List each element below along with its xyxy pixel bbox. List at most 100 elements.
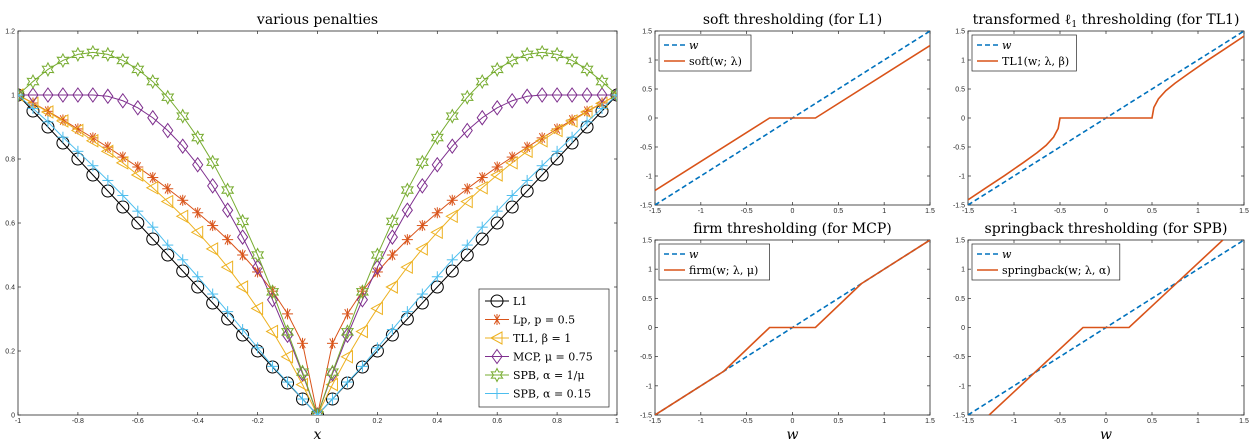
y-tick-label: 0 bbox=[961, 325, 965, 332]
x-tick-label: 0 bbox=[791, 208, 795, 215]
x-tick-label: 1 bbox=[882, 418, 886, 425]
legend-box bbox=[971, 34, 1077, 72]
data-point-2 bbox=[370, 301, 383, 316]
data-point-5 bbox=[117, 189, 129, 201]
legend-marker bbox=[489, 331, 503, 345]
legend-box bbox=[658, 34, 752, 72]
data-point-3 bbox=[237, 229, 249, 245]
data-point-5 bbox=[506, 189, 518, 201]
y-tick-label: 0.8 bbox=[5, 157, 15, 164]
data-point-1 bbox=[326, 337, 338, 349]
y-tick-label: 0.5 bbox=[642, 296, 652, 303]
y-tick-label: 0 bbox=[648, 325, 652, 332]
data-point-4 bbox=[221, 182, 235, 198]
legend-label: Lp, p = 0.5 bbox=[513, 314, 575, 327]
data-point-2 bbox=[190, 225, 204, 240]
x-axis-label: w bbox=[1100, 427, 1112, 443]
y-tick-label: 0.4 bbox=[5, 285, 15, 292]
data-point-3 bbox=[102, 88, 114, 105]
data-point-5 bbox=[282, 376, 294, 388]
data-point-1 bbox=[162, 183, 174, 195]
x-tick-label: 1 bbox=[1196, 418, 1200, 425]
data-point-4 bbox=[265, 284, 280, 300]
data-point-4 bbox=[445, 108, 459, 124]
series-line-1 bbox=[655, 240, 930, 415]
data-point-2 bbox=[160, 194, 174, 209]
x-axis-label: w bbox=[787, 427, 799, 443]
legend-label: w bbox=[1002, 39, 1012, 52]
x-tick-label: -0.5 bbox=[741, 208, 753, 215]
y-tick-label: -1.5 bbox=[640, 413, 652, 420]
data-point-2 bbox=[220, 260, 234, 275]
data-point-3 bbox=[162, 122, 174, 139]
legend-marker bbox=[490, 294, 504, 308]
y-tick-label: -0.5 bbox=[953, 145, 965, 152]
x-tick-label: 0.8 bbox=[552, 418, 562, 425]
data-point-5 bbox=[551, 145, 563, 157]
x-tick-label: 1 bbox=[615, 418, 619, 425]
legend-label: w bbox=[1002, 248, 1012, 261]
data-point-5 bbox=[27, 102, 39, 114]
data-point-4 bbox=[550, 46, 564, 62]
data-point-3 bbox=[551, 87, 563, 103]
x-tick-label: -0.4 bbox=[192, 418, 204, 425]
data-point-2 bbox=[250, 301, 264, 316]
data-point-1 bbox=[416, 220, 428, 232]
data-point-4 bbox=[236, 213, 250, 230]
data-point-5 bbox=[312, 409, 323, 415]
data-point-3 bbox=[596, 87, 608, 103]
data-point-3 bbox=[132, 99, 144, 116]
chart-springback: -1.5 -1 -0.5 0 0.5 1 1.5 -1.5 -1 -0.5 0 0.5 1 1.5 w w sp… bbox=[953, 238, 1249, 444]
series-line-5 bbox=[18, 94, 617, 415]
data-point-1 bbox=[192, 207, 204, 219]
chart-title: various penalties bbox=[256, 12, 378, 28]
legend-label: TL1(w; λ, β) bbox=[1002, 55, 1069, 68]
data-point-2 bbox=[490, 168, 503, 182]
data-point-3 bbox=[476, 109, 488, 126]
y-tick-label: 1 bbox=[11, 93, 15, 100]
data-point-2 bbox=[115, 155, 129, 170]
legend-label: SPB, α = 0.15 bbox=[513, 388, 591, 401]
legend-label: springback(w; λ, α) bbox=[1002, 264, 1111, 277]
series-line-0 bbox=[18, 94, 617, 415]
data-point-5 bbox=[611, 89, 617, 101]
data-point-5 bbox=[207, 288, 219, 300]
data-point-3 bbox=[296, 365, 309, 382]
data-point-3 bbox=[326, 365, 339, 382]
data-point-5 bbox=[446, 254, 458, 266]
x-tick-label: -0.5 bbox=[741, 418, 753, 425]
data-point-3 bbox=[446, 138, 458, 155]
y-tick-label: 1.5 bbox=[642, 238, 652, 245]
series-group bbox=[968, 31, 1244, 205]
data-point-2 bbox=[535, 133, 548, 148]
data-point-0 bbox=[131, 216, 145, 230]
chart-tl1: -1.5 -1 -0.5 0 0.5 1 1.5 -1.5 -1 -0.5 0 0.5 1 1.5 w TL1… bbox=[953, 29, 1249, 216]
data-point-1 bbox=[461, 183, 473, 195]
data-point-1 bbox=[297, 337, 309, 349]
data-point-2 bbox=[445, 209, 458, 224]
data-point-2 bbox=[505, 155, 518, 170]
data-point-2 bbox=[565, 114, 578, 128]
data-point-2 bbox=[295, 377, 309, 392]
data-point-2 bbox=[130, 168, 144, 182]
y-tick-label: -1 bbox=[959, 174, 965, 181]
legend-label: L1 bbox=[513, 295, 527, 308]
x-tick-label: 0.4 bbox=[432, 418, 442, 425]
series-line-1 bbox=[655, 44, 930, 192]
data-point-4 bbox=[325, 364, 340, 380]
legend-box bbox=[658, 243, 770, 281]
data-point-1 bbox=[401, 234, 413, 246]
x-tick-label: -0.6 bbox=[132, 418, 144, 425]
data-point-3 bbox=[311, 407, 324, 415]
data-point-1 bbox=[177, 194, 189, 206]
data-point-5 bbox=[267, 360, 279, 372]
data-point-5 bbox=[57, 131, 69, 143]
x-tick-label: 1.5 bbox=[1239, 208, 1249, 215]
data-point-2 bbox=[475, 180, 488, 195]
x-tick-label: 0 bbox=[791, 418, 795, 425]
legend-marker bbox=[490, 367, 504, 383]
y-tick-label: 1 bbox=[648, 58, 652, 65]
data-point-2 bbox=[580, 105, 593, 119]
data-point-3 bbox=[431, 156, 443, 173]
data-point-0 bbox=[296, 392, 310, 406]
